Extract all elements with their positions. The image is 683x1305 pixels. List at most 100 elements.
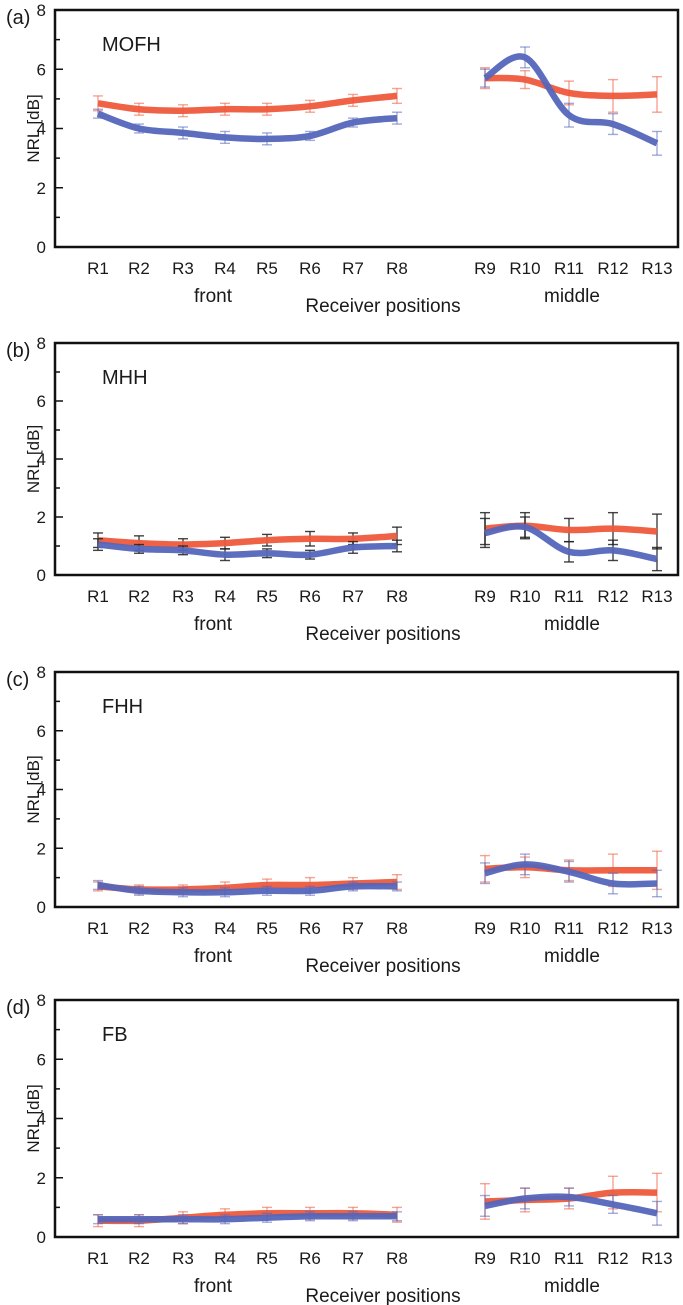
y-tick-label: 2 bbox=[37, 1169, 46, 1188]
x-tick-label: R7 bbox=[342, 919, 364, 938]
panel-label: (a) bbox=[6, 7, 30, 29]
x-tick-label: R8 bbox=[386, 919, 408, 938]
y-tick-label: 0 bbox=[37, 238, 46, 257]
y-tick-label: 8 bbox=[37, 1, 46, 20]
x-axis-label: Receiver positions bbox=[305, 956, 460, 977]
group-label-front: front bbox=[194, 286, 233, 307]
x-tick-label: R8 bbox=[386, 1249, 408, 1268]
y-tick-label: 0 bbox=[37, 1228, 46, 1247]
x-tick-label: R3 bbox=[172, 259, 194, 278]
panel-title: FHH bbox=[102, 696, 143, 718]
x-tick-label: R13 bbox=[641, 1249, 672, 1268]
chart-panel-1: 0 2 4 6 8 (a) MOFH NRL [dB] R1 R2 R3 R4 R5 R6 R7 R8 R9 R1… bbox=[6, 1, 680, 317]
panel-title: FB bbox=[102, 1024, 128, 1046]
series-line-front bbox=[98, 1212, 397, 1223]
x-tick-label: R9 bbox=[474, 587, 496, 606]
y-tick-label: 6 bbox=[37, 392, 46, 411]
panel-label: (c) bbox=[6, 669, 29, 691]
panel-label: (d) bbox=[6, 997, 30, 1019]
x-tick-label: R9 bbox=[474, 259, 496, 278]
y-tick-label: 0 bbox=[37, 898, 46, 917]
x-tick-label: R10 bbox=[509, 587, 540, 606]
y-tick-label: 0 bbox=[37, 566, 46, 585]
x-tick-label: R7 bbox=[342, 259, 364, 278]
group-label-middle: middle bbox=[544, 286, 600, 307]
x-tick-label: R12 bbox=[597, 587, 628, 606]
group-label-front: front bbox=[194, 946, 233, 967]
x-tick-label: R7 bbox=[342, 587, 364, 606]
x-tick-label: R12 bbox=[597, 919, 628, 938]
x-tick-label: R4 bbox=[214, 919, 236, 938]
chart-panel-3: 0 2 4 6 8 (c) FHH NRL [dB] R1 R2 R3 R4 R5 R6 R7 R8 R9 R10… bbox=[6, 663, 680, 977]
x-tick-label: R7 bbox=[342, 1249, 364, 1268]
x-tick-label: R13 bbox=[641, 919, 672, 938]
x-tick-label: R10 bbox=[509, 259, 540, 278]
error-bar bbox=[652, 546, 662, 572]
x-tick-label: R8 bbox=[386, 587, 408, 606]
group-label-front: front bbox=[194, 1276, 233, 1297]
y-tick-label: 4 bbox=[37, 450, 46, 469]
x-tick-label: R1 bbox=[87, 1249, 109, 1268]
group-label-middle: middle bbox=[544, 1276, 600, 1297]
x-tick-label: R4 bbox=[214, 259, 236, 278]
y-tick-label: 4 bbox=[37, 1110, 46, 1129]
chart-panel-4: 0 2 4 6 8 (d) FB NRL [dB] R1 R2 R3 R4 R5 R6 R7 R8 R9 R10 R… bbox=[6, 991, 680, 1305]
series-line-middle bbox=[484, 861, 658, 888]
y-tick-label: 8 bbox=[37, 334, 46, 353]
x-tick-label: R4 bbox=[214, 587, 236, 606]
x-tick-label: R5 bbox=[256, 587, 278, 606]
x-tick-label: R12 bbox=[597, 1249, 628, 1268]
series-line-middle bbox=[483, 53, 659, 147]
y-tick-label: 4 bbox=[37, 781, 46, 800]
x-tick-label: R1 bbox=[87, 587, 109, 606]
x-tick-label: R11 bbox=[554, 587, 584, 606]
y-tick-label: 8 bbox=[37, 991, 46, 1010]
y-tick-label: 6 bbox=[37, 1050, 46, 1069]
error-bar bbox=[652, 130, 662, 156]
x-tick-label: R12 bbox=[597, 259, 628, 278]
x-tick-label: R3 bbox=[172, 1249, 194, 1268]
x-tick-label: R2 bbox=[128, 259, 150, 278]
x-tick-label: R5 bbox=[256, 259, 278, 278]
series-line-middle bbox=[484, 523, 658, 563]
chart-panel-2: 0 2 4 6 8 (b) MHH NRL [dB] R1 R2 R3 R4 R5 R6 R7 R8 R9 R10… bbox=[6, 334, 680, 645]
x-tick-label: R2 bbox=[128, 587, 150, 606]
x-axis-label: Receiver positions bbox=[305, 296, 460, 317]
blue-series bbox=[93, 853, 662, 898]
y-tick-label: 6 bbox=[37, 60, 46, 79]
blue-series bbox=[93, 516, 662, 572]
x-tick-label: R9 bbox=[474, 919, 496, 938]
x-tick-label: R6 bbox=[299, 919, 321, 938]
y-axis-label: NRL [dB] bbox=[24, 755, 43, 823]
series-line-front bbox=[97, 881, 398, 896]
x-tick-label: R6 bbox=[299, 259, 321, 278]
series-line-front bbox=[96, 110, 398, 143]
y-tick-label: 8 bbox=[37, 663, 46, 682]
x-tick-label: R10 bbox=[509, 919, 540, 938]
x-tick-label: R4 bbox=[214, 1249, 236, 1268]
series-line-front bbox=[97, 541, 398, 559]
group-label-front: front bbox=[194, 614, 233, 635]
x-tick-label: R1 bbox=[87, 919, 109, 938]
x-tick-label: R8 bbox=[386, 259, 408, 278]
error-bar bbox=[480, 68, 490, 88]
x-tick-label: R3 bbox=[172, 587, 194, 606]
blue-series bbox=[93, 46, 662, 156]
orange-series bbox=[93, 67, 662, 118]
x-tick-label: R5 bbox=[256, 1249, 278, 1268]
x-tick-label: R11 bbox=[554, 1249, 584, 1268]
series-line-middle bbox=[484, 1193, 658, 1217]
y-axis-label: NRL [dB] bbox=[24, 94, 43, 162]
x-tick-label: R2 bbox=[128, 1249, 150, 1268]
x-tick-label: R5 bbox=[256, 919, 278, 938]
x-tick-label: R13 bbox=[641, 587, 672, 606]
y-tick-label: 2 bbox=[37, 508, 46, 527]
y-tick-label: 6 bbox=[37, 722, 46, 741]
x-tick-label: R1 bbox=[87, 259, 109, 278]
x-axis-label: Receiver positions bbox=[305, 1286, 460, 1305]
y-axis-label: NRL [dB] bbox=[24, 1084, 43, 1152]
x-axis-label: Receiver positions bbox=[305, 624, 460, 645]
x-tick-label: R3 bbox=[172, 919, 194, 938]
x-tick-label: R13 bbox=[641, 259, 672, 278]
panel-title: MHH bbox=[102, 367, 148, 389]
